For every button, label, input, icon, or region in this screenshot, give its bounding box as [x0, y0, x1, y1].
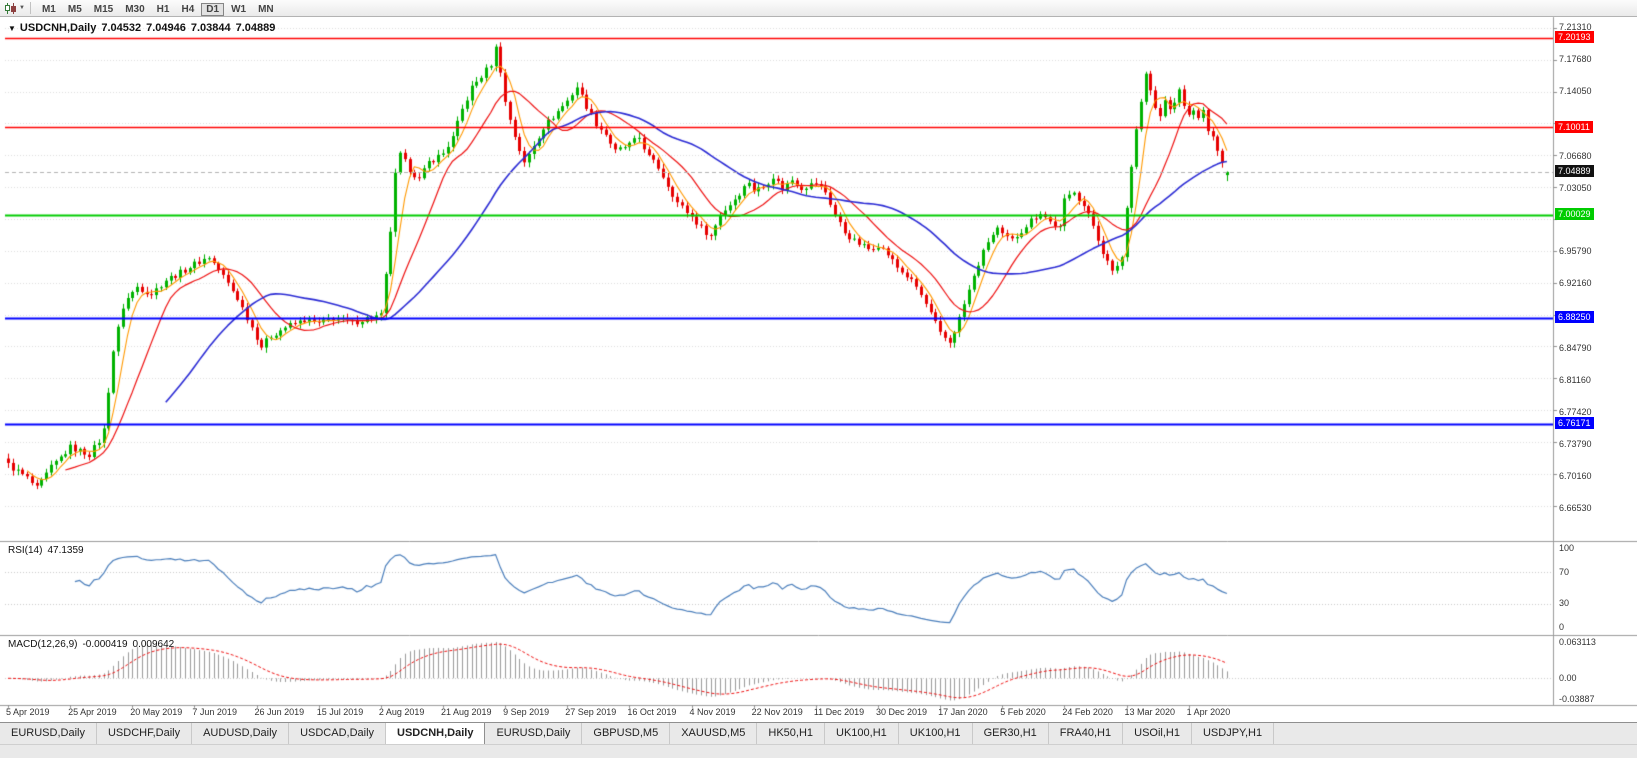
ohlc-close: 7.04889 — [235, 22, 276, 34]
rsi-indicator-label: RSI(14) 47.1359 — [8, 545, 89, 556]
price-line-label: 7.20193 — [1555, 31, 1594, 44]
macd-value2: 0.009642 — [132, 639, 175, 650]
chart-tab-XAUUSD-M5[interactable]: XAUUSD,M5 — [670, 723, 758, 744]
chart-symbol-period: USDCNH,Daily — [19, 22, 97, 34]
macd-level-tick: 0.063113 — [1559, 637, 1596, 647]
status-bar — [0, 744, 1637, 758]
price-axis[interactable]: 7.21310 7.17680 7.14050 7.06680 7.03050 6.957… — [1555, 0, 1637, 722]
chart-tab-UK100-H1[interactable]: UK100,H1 — [899, 723, 973, 744]
timeframe-button-H4[interactable]: H4 — [181, 4, 195, 15]
timeframe-toolbar: ▼ M1 M5 M15 M30 H1 H4 D1 W1 MN — [0, 0, 1637, 17]
timeframe-button-group: M1 M5 M15 M30 H1 H4 D1 W1 MN — [36, 0, 280, 17]
current-price-label: 7.04889 — [1555, 165, 1594, 178]
chart-tab-GBPUSD-M5[interactable]: GBPUSD,M5 — [582, 723, 671, 744]
price-tick: 7.17680 — [1559, 54, 1592, 65]
macd-value1: -0.000419 — [82, 639, 128, 650]
chart-type-dropdown-caret-icon[interactable]: ▼ — [19, 5, 25, 11]
price-tick: 6.84790 — [1559, 342, 1592, 353]
chart-tab-USOil-H1[interactable]: USOil,H1 — [1123, 723, 1192, 744]
price-line-label: 7.00029 — [1555, 208, 1594, 221]
price-tick: 7.03050 — [1559, 182, 1592, 193]
chart-tab-USDCAD-Daily[interactable]: USDCAD,Daily — [289, 723, 387, 744]
macd-level-tick: -0.03887 — [1559, 694, 1595, 704]
chart-tab-USDCNH-Daily[interactable]: USDCNH,Daily — [386, 723, 486, 744]
macd-name: MACD(12,26,9) — [8, 639, 78, 650]
chart-tab-USDCHF-Daily[interactable]: USDCHF,Daily — [97, 723, 193, 744]
price-tick: 6.92160 — [1559, 278, 1592, 289]
timeframe-button-W1[interactable]: W1 — [231, 4, 247, 15]
price-tick: 6.95790 — [1559, 246, 1592, 257]
rsi-level-tick: 70 — [1559, 566, 1570, 577]
price-tick: 7.14050 — [1559, 86, 1592, 97]
chart-tab-UK100-H1[interactable]: UK100,H1 — [825, 723, 899, 744]
price-tick: 6.73790 — [1559, 439, 1592, 450]
chart-tab-EURUSD-Daily[interactable]: EURUSD,Daily — [485, 723, 583, 744]
chart-tab-FRA40-H1[interactable]: FRA40,H1 — [1049, 723, 1124, 744]
timeframe-button-H1[interactable]: H1 — [156, 4, 170, 15]
timeframe-button-M15[interactable]: M15 — [93, 4, 114, 15]
chart-tab-EURUSD-Daily[interactable]: EURUSD,Daily — [0, 723, 97, 744]
price-tick: 6.70160 — [1559, 471, 1592, 482]
timeframe-button-MN[interactable]: MN — [258, 4, 274, 15]
rsi-level-tick: 100 — [1559, 542, 1575, 553]
ohlc-low: 7.03844 — [190, 22, 231, 34]
ohlc-high: 7.04946 — [146, 22, 186, 34]
rsi-level-tick: 0 — [1559, 622, 1565, 633]
macd-level-tick: 0.00 — [1559, 673, 1577, 684]
toolbar-separator — [29, 2, 31, 14]
rsi-name: RSI(14) — [8, 545, 43, 556]
rsi-value: 47.1359 — [47, 545, 84, 556]
one-click-trading-arrow-icon[interactable]: ▼ — [8, 24, 16, 33]
rsi-level-tick: 30 — [1559, 598, 1570, 609]
timeframe-button-D1[interactable]: D1 — [201, 3, 225, 16]
chart-tab-USDJPY-H1[interactable]: USDJPY,H1 — [1192, 723, 1275, 744]
macd-indicator-label: MACD(12,26,9) -0.000419 0.009642 — [8, 639, 179, 650]
price-line-label: 6.88250 — [1555, 311, 1594, 324]
price-tick: 7.06680 — [1559, 150, 1592, 161]
chart-tab-HK50-H1[interactable]: HK50,H1 — [757, 723, 826, 744]
chart-type-candlestick-icon[interactable] — [4, 2, 17, 15]
ohlc-open: 7.04532 — [101, 22, 142, 34]
price-line-label: 6.76171 — [1555, 417, 1594, 430]
chart-tab-bar: EURUSD,Daily USDCHF,Daily AUDUSD,Daily USDC… — [0, 722, 1637, 744]
timeframe-button-M1[interactable]: M1 — [41, 4, 56, 15]
chart-tab-GER30-H1[interactable]: GER30,H1 — [973, 723, 1049, 744]
price-tick: 7.21310 — [1559, 22, 1592, 33]
timeframe-button-M30[interactable]: M30 — [125, 4, 145, 15]
price-tick: 6.81160 — [1559, 374, 1591, 385]
chart-tab-AUDUSD-Daily[interactable]: AUDUSD,Daily — [192, 723, 290, 744]
price-line-label: 7.10011 — [1555, 120, 1593, 133]
price-tick: 6.66530 — [1559, 503, 1592, 513]
timeframe-button-M5[interactable]: M5 — [67, 4, 82, 15]
price-tick: 6.77420 — [1559, 407, 1592, 418]
chart-ohlc-header: ▼ USDCNH,Daily 7.04532 7.04946 7.03844 7.0488… — [8, 22, 275, 34]
